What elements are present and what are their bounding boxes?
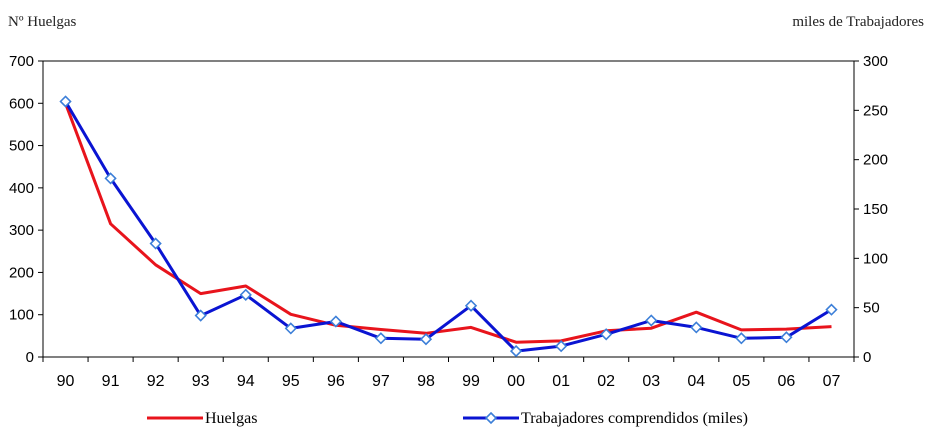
right-tick-label: 100 <box>863 250 888 267</box>
right-tick-label: 150 <box>863 201 888 218</box>
right-tick-label: 300 <box>863 53 888 70</box>
data-point-marker <box>555 340 568 353</box>
data-point-marker <box>735 332 748 345</box>
right-tick-label: 250 <box>863 102 888 119</box>
data-point-marker <box>825 303 838 316</box>
right-tick-label: 50 <box>863 300 880 317</box>
right-tick-label: 0 <box>863 349 871 366</box>
x-tick-label: 04 <box>687 373 705 390</box>
x-tick-label: 99 <box>462 373 480 390</box>
left-tick-label: 500 <box>9 138 34 155</box>
left-tick-label: 300 <box>9 222 34 239</box>
series-line-1 <box>64 102 832 344</box>
left-tick-label: 400 <box>9 180 34 197</box>
right-axis-unit-label: miles de Trabajadores <box>792 14 924 30</box>
x-tick-label: 95 <box>282 373 300 390</box>
x-tick-label: 92 <box>147 373 165 390</box>
left-tick-label: 200 <box>9 264 34 281</box>
x-tick-label: 93 <box>192 373 210 390</box>
data-point-marker <box>645 314 658 327</box>
legend-label: Huelgas <box>205 410 257 427</box>
data-point-marker <box>149 237 162 250</box>
x-tick-label: 96 <box>327 373 345 390</box>
data-point-marker <box>374 332 388 345</box>
legend-marker <box>484 411 498 425</box>
series-line-2 <box>64 100 833 353</box>
left-axis: 0 100 200 300 400 500 600 700 <box>9 53 43 366</box>
left-axis-unit-label: Nº Huelgas <box>8 14 77 30</box>
data-point-marker <box>780 331 793 344</box>
data-point-marker <box>419 333 433 346</box>
legend-label: Trabajadores comprendidos (miles) <box>521 410 748 427</box>
x-axis: 90 91 92 93 94 95 96 97 98 99 00 01 02 03 04 05 06 07 <box>42 357 855 390</box>
legend: Huelgas Trabajadores comprendidos (miles) <box>147 410 748 427</box>
data-point-marker <box>239 288 252 301</box>
data-point-marker <box>464 299 478 312</box>
left-tick-label: 700 <box>9 53 34 70</box>
x-tick-label: 07 <box>823 373 841 390</box>
right-tick-label: 200 <box>863 152 888 169</box>
x-tick-label: 06 <box>778 373 796 390</box>
x-tick-label: 05 <box>732 373 750 390</box>
data-point-marker <box>600 328 613 341</box>
x-tick-label: 00 <box>507 373 525 390</box>
x-tick-label: 98 <box>417 373 435 390</box>
x-tick-label: 01 <box>552 373 570 390</box>
data-point-marker <box>194 309 207 322</box>
data-point-marker <box>509 344 523 358</box>
x-tick-label: 90 <box>57 373 75 390</box>
data-point-marker <box>59 95 72 108</box>
data-point-marker <box>329 315 342 328</box>
right-axis: 0 50 100 150 200 250 300 <box>854 53 888 366</box>
x-tick-label: 03 <box>642 373 660 390</box>
x-tick-label: 02 <box>597 373 615 390</box>
left-tick-label: 600 <box>9 95 34 112</box>
data-point-marker <box>690 321 703 334</box>
data-point-marker <box>104 172 117 185</box>
x-tick-label: 97 <box>372 373 390 390</box>
series-layer <box>59 95 838 358</box>
plot-area <box>42 60 855 358</box>
left-tick-label: 0 <box>26 349 34 366</box>
x-tick-label: 94 <box>237 373 255 390</box>
left-tick-label: 100 <box>9 307 34 324</box>
x-tick-label: 91 <box>102 373 120 390</box>
data-point-marker <box>284 322 297 335</box>
